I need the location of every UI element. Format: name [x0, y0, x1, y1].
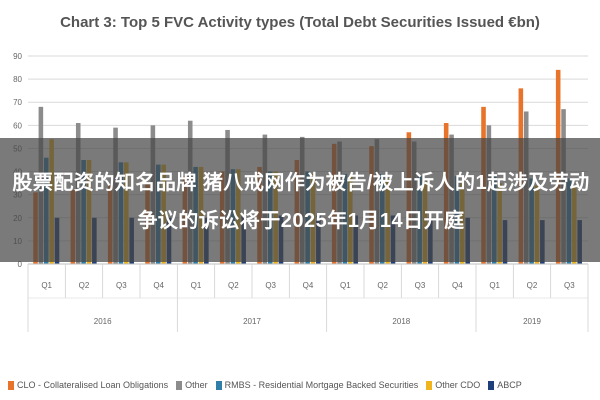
overlay-caption: 股票配资的知名品牌 猪八戒网作为被告/被上诉人的1起涉及劳动争议的诉讼将于202…	[12, 172, 590, 232]
x-tick-label: Q4	[303, 281, 314, 290]
x-tick-label: Q3	[116, 281, 127, 290]
legend-swatch	[488, 381, 495, 391]
x-tick-label: Q2	[228, 281, 239, 290]
legend-item: CLO - Collateralised Loan Obligations	[8, 380, 169, 391]
legend-item: ABCP	[488, 380, 522, 391]
x-tick-label: Q4	[153, 281, 164, 290]
x-tick-label: Q3	[265, 281, 276, 290]
legend-swatch	[426, 381, 433, 391]
group-label: 2018	[392, 317, 410, 326]
x-tick-label: Q1	[41, 281, 52, 290]
legend-item: Other	[176, 380, 208, 391]
y-tick-label: 70	[13, 98, 22, 107]
legend-swatch	[176, 381, 183, 391]
x-tick-label: Q2	[527, 281, 538, 290]
x-tick-label: Q1	[340, 281, 351, 290]
legend-item: RMBS - Residential Mortgage Backed Secur…	[215, 380, 419, 391]
x-tick-label: Q1	[489, 281, 500, 290]
group-label: 2016	[94, 317, 112, 326]
x-tick-label: Q2	[79, 281, 90, 290]
y-tick-label: 60	[13, 121, 22, 130]
x-tick-label: Q2	[377, 281, 388, 290]
x-tick-label: Q4	[452, 281, 463, 290]
legend-swatch	[215, 381, 222, 391]
legend-label: Other CDO	[435, 380, 481, 390]
overlay-banner	[0, 138, 600, 262]
y-tick-label: 0	[18, 260, 23, 269]
group-label: 2019	[523, 317, 541, 326]
x-tick-label: Q3	[415, 281, 426, 290]
legend-item: Other CDO	[426, 380, 481, 391]
y-tick-label: 80	[13, 75, 22, 84]
legend-swatch	[8, 381, 14, 391]
y-tick-label: 90	[13, 52, 22, 61]
legend-label: ABCP	[497, 380, 522, 390]
legend-label: CLO - Collateralised Loan Obligations	[17, 380, 169, 390]
legend: CLO - Collateralised Loan Obligations Oth…	[8, 380, 600, 394]
chart-title: Chart 3: Top 5 FVC Activity types (Total…	[60, 14, 540, 31]
legend-label: Other	[185, 380, 208, 390]
group-label: 2017	[243, 317, 261, 326]
x-tick-label: Q1	[191, 281, 202, 290]
legend-label: RMBS - Residential Mortgage Backed Secur…	[224, 380, 419, 390]
x-tick-label: Q3	[564, 281, 575, 290]
